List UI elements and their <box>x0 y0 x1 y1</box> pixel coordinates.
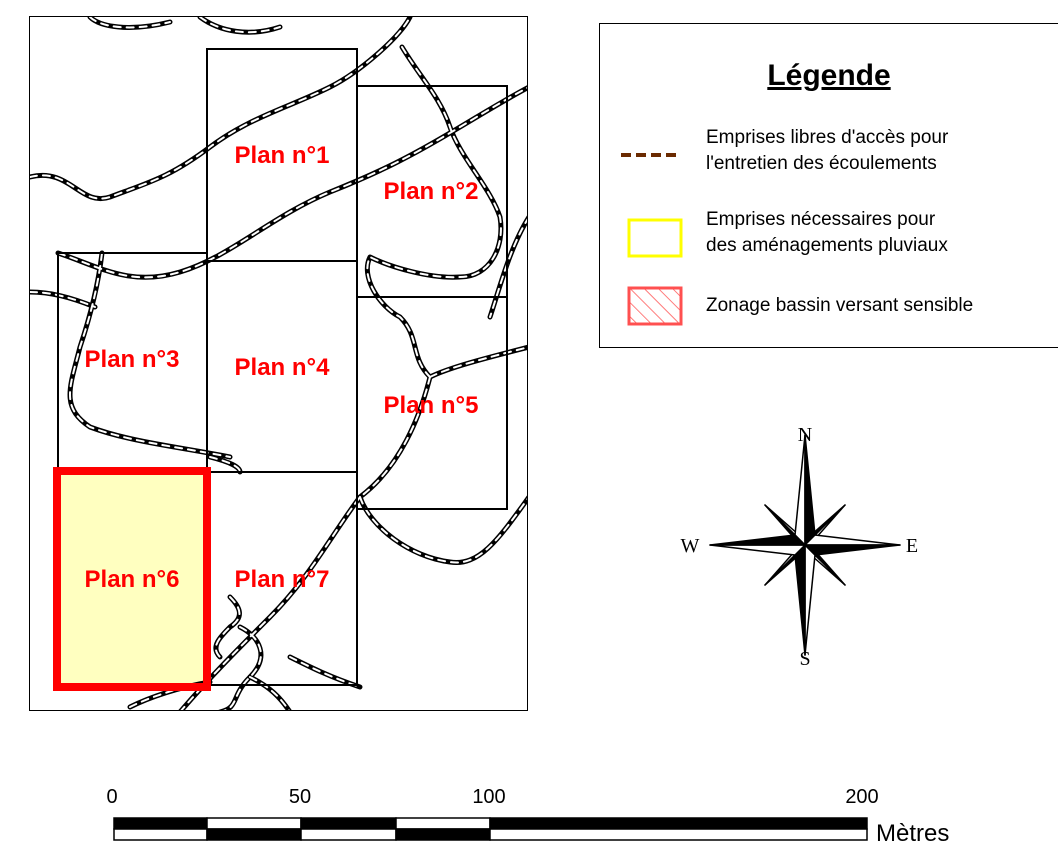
legend-item-pluvial-line2: des aménagements pluviaux <box>706 235 948 256</box>
dashed-line-icon <box>621 153 681 157</box>
compass-south-label: S <box>799 648 810 670</box>
plan-4-label: Plan n°4 <box>235 354 331 381</box>
scale-tick-200: 200 <box>845 786 878 808</box>
legend-item-sensitive-line1: Zonage bassin versant sensible <box>706 295 974 316</box>
plan-grid <box>57 48 508 686</box>
yellow-box-icon <box>627 218 683 258</box>
legend-item-access: Emprises libres d'accès pour l'entretien… <box>600 122 1058 182</box>
compass-rose-icon: N S E W <box>681 424 919 670</box>
scale-tick-0: 0 <box>106 786 117 808</box>
plan-6-frame <box>53 467 211 691</box>
scale-unit: Mètres <box>876 820 949 847</box>
scale-tick-100: 100 <box>472 786 505 808</box>
legend-item-pluvial-line1: Emprises nécessaires pour <box>706 209 936 230</box>
legend-item-pluvial: Emprises nécessaires pour des aménagemen… <box>600 204 1058 264</box>
compass-east-label: E <box>906 535 918 557</box>
plan-1-label: Plan n°1 <box>235 142 330 169</box>
legend-item-sensitive: Zonage bassin versant sensible <box>600 282 1058 326</box>
plan-7-label: Plan n°7 <box>235 566 330 593</box>
legend-title: Légende <box>767 59 891 92</box>
plan-5-label: Plan n°5 <box>384 392 479 419</box>
plan-6-label: Plan n°6 <box>85 566 180 593</box>
map-canvas: Plan n°1 Plan n°2 Plan n°3 Plan n°4 Plan… <box>30 17 527 710</box>
compass-west-label: W <box>681 535 700 557</box>
legend-item-access-line2: l'entretien des écoulements <box>706 153 937 174</box>
map-frame: Plan n°1 Plan n°2 Plan n°3 Plan n°4 Plan… <box>29 16 528 711</box>
legend-item-access-line1: Emprises libres d'accès pour <box>706 127 949 148</box>
scale-tick-50: 50 <box>289 786 311 808</box>
legend-panel: Légende Emprises libres d'accès pour l'e… <box>599 23 1058 348</box>
plan-5-frame[interactable] <box>356 296 508 510</box>
compass-north-label: N <box>798 424 812 446</box>
plan-2-label: Plan n°2 <box>384 178 479 205</box>
hatched-box-icon <box>627 286 683 326</box>
plan-3-label: Plan n°3 <box>85 346 180 373</box>
